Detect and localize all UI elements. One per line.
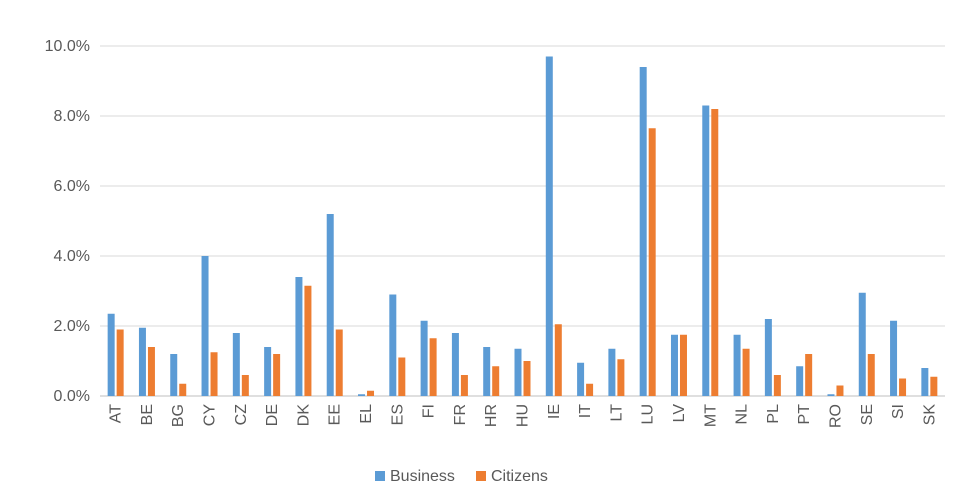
bar-business-lu: [639, 67, 647, 396]
x-tick-label: SK: [921, 404, 938, 426]
bar-citizens-lv: [679, 334, 687, 396]
gridlines: [100, 45, 945, 397]
legend-label-citizens: Citizens: [491, 468, 548, 485]
x-tick-label: RO: [827, 404, 844, 428]
bar-business-el: [358, 394, 366, 396]
y-tick-label: 10.0%: [45, 38, 90, 55]
x-tick-label: PL: [765, 404, 782, 424]
bar-citizens-hr: [492, 366, 500, 396]
bar-citizens-ie: [554, 324, 562, 396]
y-tick-label: 2.0%: [54, 318, 90, 335]
bar-citizens-ee: [335, 329, 343, 396]
bar-business-dk: [295, 277, 303, 396]
bar-citizens-sk: [930, 376, 938, 396]
bar-citizens-se: [867, 354, 875, 396]
x-tick-label: BE: [139, 404, 156, 425]
bar-citizens-es: [398, 357, 406, 396]
bar-citizens-lt: [617, 359, 625, 396]
bar-business-hr: [483, 347, 491, 396]
bar-business-cy: [201, 256, 209, 396]
bar-citizens-bg: [179, 383, 187, 396]
bar-business-se: [858, 292, 866, 396]
bar-citizens-cz: [241, 375, 249, 396]
x-tick-label: FI: [421, 404, 438, 418]
x-axis-labels: AT BE BG CY CZ DE DK EE EL ES FI FR HR HU IE IT LT LU LV MT…: [108, 404, 939, 428]
x-tick-label: AT: [108, 404, 125, 423]
x-tick-label: HR: [483, 404, 500, 427]
legend-swatch-business: [375, 471, 385, 481]
bar-business-sk: [921, 368, 929, 396]
x-tick-label: HU: [515, 404, 532, 427]
y-axis-ticks: 0.0% 2.0% 4.0% 6.0% 8.0% 10.0%: [45, 38, 90, 405]
y-tick-label: 0.0%: [54, 388, 90, 405]
bar-business-de: [264, 347, 272, 396]
y-tick-label: 8.0%: [54, 108, 90, 125]
bar-business-pt: [796, 366, 804, 396]
bar-citizens-hu: [523, 361, 531, 396]
bar-business-ro: [827, 394, 835, 396]
bar-business-ee: [326, 214, 334, 396]
bar-business-cz: [232, 333, 240, 396]
bar-business-lv: [670, 334, 678, 396]
x-tick-label: ES: [389, 404, 406, 425]
y-tick-label: 6.0%: [54, 178, 90, 195]
bar-business-lt: [608, 348, 616, 396]
bar-citizens-fi: [429, 338, 437, 396]
bar-business-it: [577, 362, 585, 396]
bar-business-pl: [764, 319, 772, 396]
bar-citizens-dk: [304, 285, 312, 396]
x-tick-label: DE: [264, 404, 281, 426]
y-tick-label: 4.0%: [54, 248, 90, 265]
x-tick-label: IE: [546, 404, 563, 419]
bar-citizens-de: [273, 354, 281, 396]
bar-business-mt: [702, 105, 710, 396]
bar-citizens-it: [586, 383, 594, 396]
bar-citizens-fr: [460, 375, 468, 396]
bar-citizens-pt: [805, 354, 813, 396]
x-tick-label: BG: [170, 404, 187, 427]
bar-business-si: [890, 320, 898, 396]
bar-citizens-ro: [836, 385, 844, 396]
x-tick-label: FR: [452, 404, 469, 425]
bar-citizens-at: [116, 329, 124, 396]
bar-citizens-el: [367, 390, 375, 396]
x-tick-label: EL: [358, 404, 375, 424]
bar-business-ie: [545, 56, 553, 396]
bar-citizens-nl: [742, 348, 750, 396]
x-tick-label: LV: [671, 404, 688, 423]
x-tick-label: SE: [859, 404, 876, 425]
legend-swatch-citizens: [476, 471, 486, 481]
bar-business-es: [389, 294, 397, 396]
bar-citizens-pl: [773, 375, 781, 396]
x-tick-label: CY: [202, 404, 219, 427]
x-tick-label: NL: [734, 404, 751, 425]
bar-citizens-mt: [711, 109, 719, 396]
x-tick-label: IT: [577, 404, 594, 418]
bar-citizens-si: [899, 378, 907, 396]
bar-business-be: [138, 327, 146, 396]
x-tick-label: EE: [327, 404, 344, 425]
bar-citizens-be: [147, 347, 155, 396]
legend-label-business: Business: [390, 468, 455, 485]
bar-citizens-lu: [648, 128, 656, 396]
x-tick-label: LT: [608, 404, 625, 422]
bar-business-bg: [170, 354, 178, 396]
bar-business-fi: [420, 320, 428, 396]
x-tick-label: CZ: [233, 404, 250, 426]
legend: Business Citizens: [375, 468, 548, 485]
bar-business-at: [107, 313, 115, 396]
bars: [107, 56, 938, 396]
x-tick-label: LU: [640, 404, 657, 424]
x-tick-label: MT: [702, 404, 719, 427]
x-tick-label: SI: [890, 404, 907, 419]
bar-business-fr: [451, 333, 459, 396]
bar-business-nl: [733, 334, 741, 396]
bar-citizens-cy: [210, 352, 218, 396]
x-tick-label: PT: [796, 404, 813, 425]
bar-business-hu: [514, 348, 522, 396]
x-tick-label: DK: [295, 404, 312, 427]
